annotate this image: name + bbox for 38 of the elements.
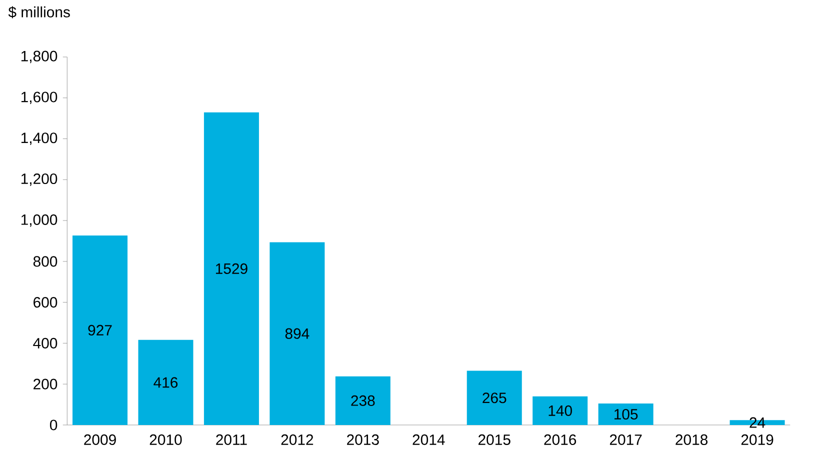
bar: [598, 404, 654, 425]
x-tick-label: 2013: [347, 434, 379, 445]
x-tick-label: 2015: [478, 434, 510, 445]
data-label: 1529: [216, 263, 248, 274]
x-tick-label: 2011: [216, 434, 247, 445]
bar: [72, 235, 128, 425]
bar: [335, 376, 390, 425]
y-tick-label: 600: [34, 297, 58, 308]
y-axis-title: $ millions: [8, 6, 70, 18]
y-tick-label: 400: [33, 338, 58, 348]
x-tick-label: 2010: [150, 434, 182, 445]
data-label: 105: [614, 408, 638, 420]
bar: [204, 112, 259, 425]
data-label: 238: [351, 395, 375, 406]
y-tick-label: 1,600: [21, 92, 58, 104]
y-tick-label: 0: [50, 420, 58, 430]
x-tick-label: 2017: [610, 434, 642, 445]
bar: [138, 340, 194, 425]
x-tick-label: 2019: [741, 434, 774, 445]
x-tick-label: 2012: [281, 434, 314, 445]
y-tick-label: 1,200: [21, 173, 58, 186]
bar: [270, 242, 325, 425]
y-tick-label: 800: [33, 256, 58, 267]
data-label: 894: [285, 328, 310, 339]
x-tick-label: 2014: [412, 434, 445, 445]
y-tick-label: 1,000: [21, 214, 58, 227]
x-tick-label: 2009: [84, 434, 116, 445]
y-tick-label: 200: [34, 378, 58, 390]
y-tick-label: 1,800: [21, 50, 58, 64]
y-tick-label: 1,400: [21, 132, 58, 145]
x-tick-label: 2018: [676, 434, 708, 445]
data-label: 140: [548, 405, 572, 416]
data-label: 416: [154, 377, 178, 388]
data-label: 927: [88, 324, 112, 336]
bar: [532, 396, 588, 425]
data-label: 265: [482, 392, 506, 404]
x-tick-label: 2016: [544, 434, 576, 445]
bar: [466, 370, 522, 425]
